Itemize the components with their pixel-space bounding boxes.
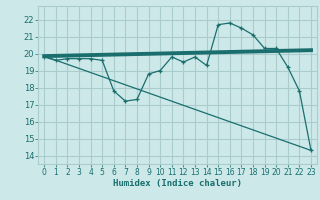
X-axis label: Humidex (Indice chaleur): Humidex (Indice chaleur) (113, 179, 242, 188)
